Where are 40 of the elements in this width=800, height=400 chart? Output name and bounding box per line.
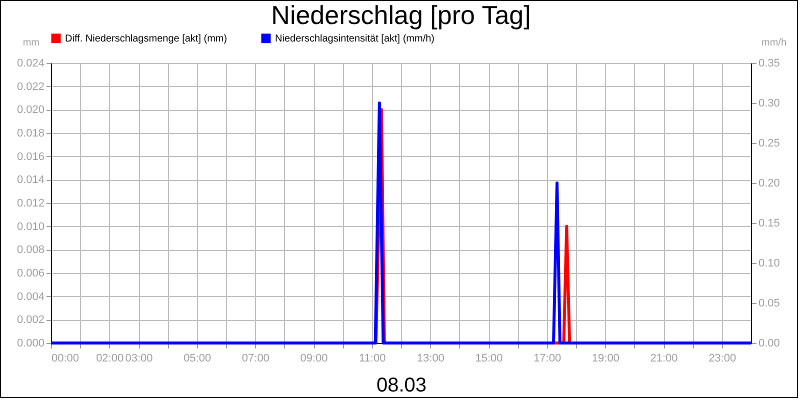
legend-label: Diff. Niederschlagsmenge [akt] (mm) [65, 33, 228, 44]
x-tick-label: 07:00 [242, 352, 270, 364]
x-tick-label: 17:00 [534, 352, 562, 364]
x-tick-label: 15:00 [475, 352, 503, 364]
y2-tick-label: 0.25 [758, 138, 780, 150]
x-axis-title: 08.03 [376, 374, 427, 396]
y-tick-label: 0.016 [16, 150, 44, 163]
chart-title: Niederschlag [pro Tag] [271, 0, 531, 30]
x-tick-label: 03:00 [125, 352, 153, 364]
x-tick-label: 05:00 [184, 352, 212, 364]
y2-tick-label: 0.30 [758, 98, 780, 110]
x-tick-label: 00:00 [52, 352, 80, 364]
x-tick-label: 09:00 [300, 352, 328, 364]
y-tick-label: 0.004 [16, 290, 44, 303]
y2-tick-label: 0.05 [758, 298, 780, 310]
x-tick-label: 13:00 [416, 352, 444, 364]
x-tick-label: 23:00 [708, 352, 736, 364]
y-tick-label: 0.008 [16, 244, 44, 256]
x-tick-label: 19:00 [592, 352, 620, 364]
y-tick-label: 0.024 [16, 58, 44, 70]
x-tick-label: 02:00 [96, 352, 124, 364]
y2-tick-label: 0.20 [758, 178, 780, 190]
y-tick-label: 0.012 [16, 198, 44, 210]
y-tick-label: 0.006 [16, 268, 44, 280]
y-tick-label: 0.000 [16, 338, 44, 350]
x-tick-label: 21:00 [650, 352, 678, 364]
y-tick-label: 0.018 [16, 128, 44, 140]
x-tick-label: 11:00 [358, 352, 386, 364]
y2-tick-label: 0.00 [758, 338, 780, 350]
y2-tick-label: 0.15 [758, 218, 780, 230]
y-tick-label: 0.020 [16, 104, 44, 116]
y-tick-label: 0.014 [16, 174, 44, 186]
y2-tick-label: 0.10 [758, 258, 780, 270]
y2-axis-title: mm/h [762, 38, 786, 48]
y-tick-label: 0.010 [16, 220, 44, 233]
legend-label: Niederschlagsintensität [akt] (mm/h) [275, 33, 435, 44]
y-tick-label: 0.002 [16, 314, 44, 326]
y2-tick-label: 0.35 [758, 58, 780, 70]
y-tick-label: 0.022 [16, 80, 44, 93]
y-axis-title: mm [22, 38, 40, 48]
